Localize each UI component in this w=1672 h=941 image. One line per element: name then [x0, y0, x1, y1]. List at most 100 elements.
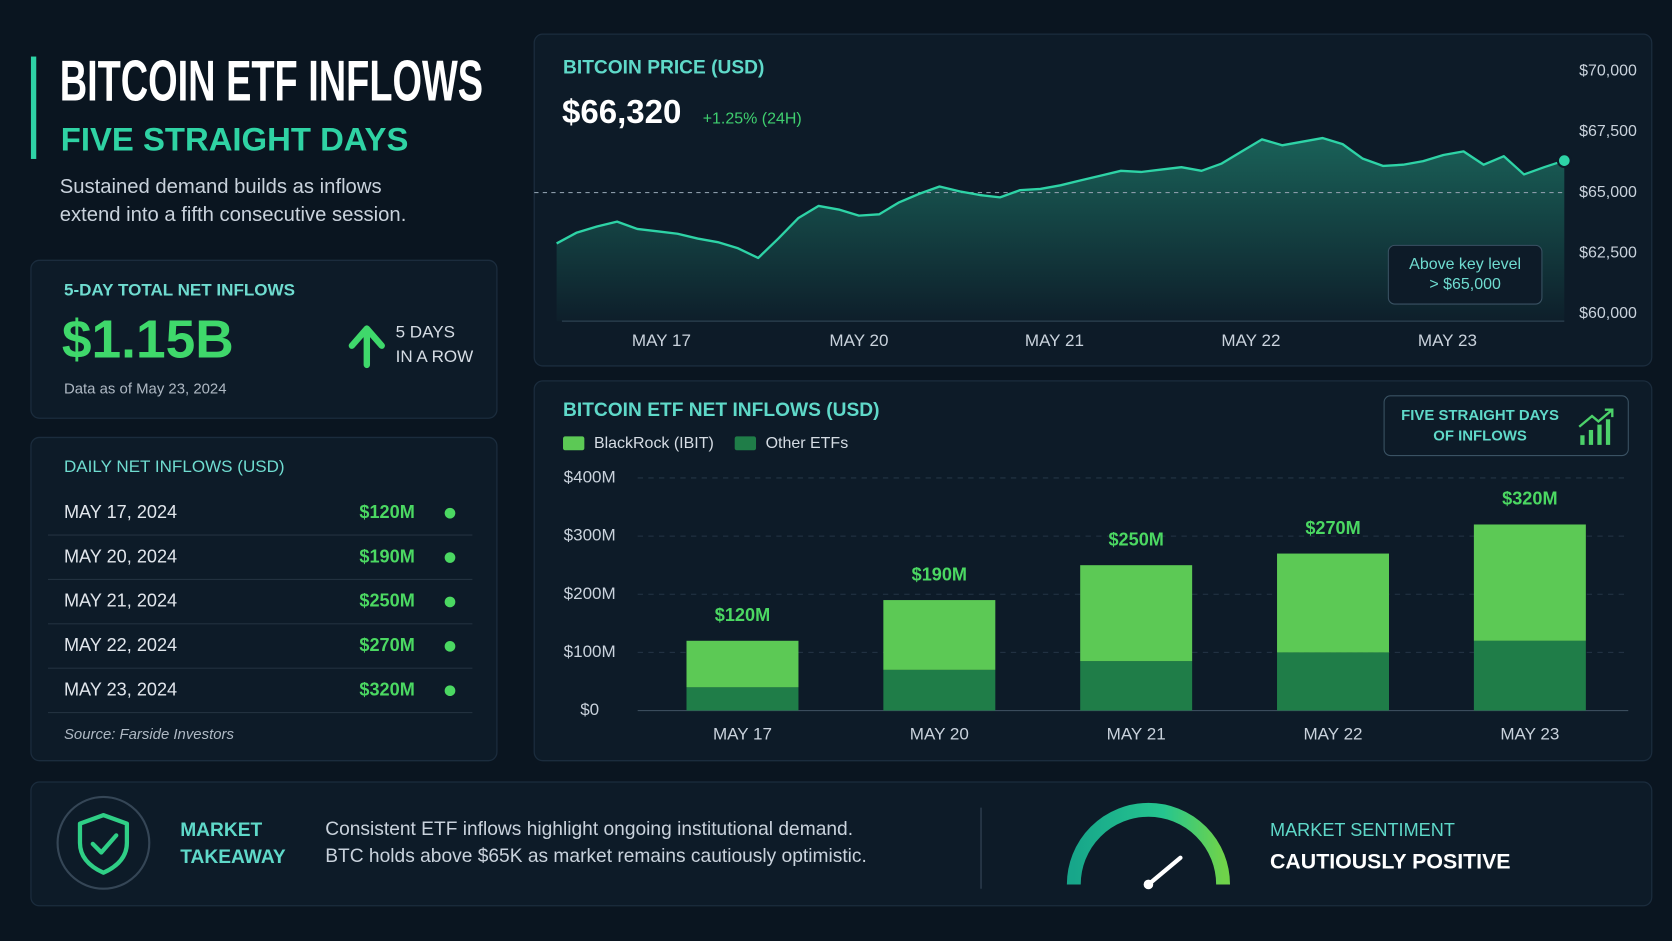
- as-of: Data as of May 23, 2024: [64, 380, 227, 397]
- streak: 5 DAYS: [396, 322, 455, 341]
- accent-bar: [30, 56, 37, 159]
- bar-segment: [1277, 553, 1390, 653]
- takeaway-text: BTC holds above $65K as market remains c…: [325, 846, 867, 867]
- row-date: MAY 23, 2024: [64, 679, 177, 699]
- x-tick-label: MAY 20: [910, 725, 969, 744]
- chart-title: BITCOIN ETF NET INFLOWS (USD): [563, 400, 879, 421]
- row-amount: $270M: [359, 635, 414, 655]
- description: extend into a fifth consecutive session.: [60, 204, 407, 226]
- row-date: MAY 21, 2024: [64, 591, 177, 611]
- sentiment-label: MARKET SENTIMENT: [1270, 820, 1455, 840]
- summary-label: 5-DAY TOTAL NET INFLOWS: [64, 281, 295, 300]
- streak: IN A ROW: [396, 347, 475, 366]
- description: Sustained demand builds as inflows: [60, 176, 382, 198]
- row-dot: [444, 507, 456, 519]
- y-tick-label: $200M: [564, 584, 616, 603]
- row-amount: $190M: [359, 546, 414, 566]
- bar-segment: [686, 687, 799, 711]
- bar-segment: [883, 600, 996, 670]
- bar-segment: [1080, 565, 1193, 662]
- row-date: MAY 17, 2024: [64, 502, 177, 522]
- row-amount: $320M: [359, 679, 414, 699]
- annotation-box: [1387, 244, 1543, 305]
- row-dot: [444, 685, 456, 697]
- gauge-hub: [1143, 879, 1154, 890]
- y-tick-label: $65,000: [1579, 184, 1637, 201]
- bar-segment: [1277, 652, 1390, 711]
- subtitle: FIVE STRAIGHT DAYS: [61, 121, 409, 157]
- row-date: MAY 20, 2024: [64, 546, 177, 566]
- icon-ring: [56, 795, 151, 890]
- y-tick-label: $100M: [564, 642, 616, 661]
- legend-label: BlackRock (IBIT): [594, 435, 714, 452]
- legend-swatch: [563, 436, 585, 451]
- price-change: +1.25% (24H): [703, 111, 802, 128]
- gauge-arc: [1066, 802, 1231, 885]
- total-label: $270M: [1305, 518, 1360, 538]
- x-tick-label: MAY 21: [1025, 331, 1084, 350]
- total-label: $120M: [715, 605, 770, 625]
- annotation: > $65,000: [1429, 276, 1501, 293]
- end-dot: [1556, 153, 1572, 169]
- summary-card: [30, 259, 498, 419]
- price: $66,320: [562, 94, 681, 131]
- y-tick-label: $60,000: [1579, 305, 1637, 322]
- x-tick-label: MAY 23: [1500, 725, 1559, 744]
- x-tick-label: MAY 21: [1107, 725, 1166, 744]
- y-tick-label: $400M: [564, 467, 616, 486]
- bar-segment: [1473, 640, 1586, 711]
- badge-text: FIVE STRAIGHT DAYS: [1401, 407, 1559, 424]
- bar-segment: [883, 669, 996, 711]
- takeaway-text: Consistent ETF inflows highlight ongoing…: [325, 819, 853, 840]
- chart-title: BITCOIN PRICE (USD): [563, 57, 764, 78]
- badge: [1383, 395, 1629, 457]
- summary-value: $1.15B: [62, 311, 234, 370]
- row-date: MAY 22, 2024: [64, 635, 177, 655]
- y-tick-label: $70,000: [1579, 63, 1637, 80]
- price-line: [556, 136, 1565, 260]
- badge-text: OF INFLOWS: [1433, 427, 1527, 444]
- y-tick-label: $62,500: [1579, 244, 1637, 261]
- daily-title: DAILY NET INFLOWS (USD): [64, 457, 285, 476]
- row-dot: [444, 596, 456, 608]
- annotation: Above key level: [1409, 256, 1521, 273]
- y-tick-label: $0: [580, 700, 599, 719]
- bar-segment: [1080, 661, 1193, 711]
- source: Source: Farside Investors: [64, 726, 235, 743]
- up-arrow: [348, 325, 385, 369]
- row-dot: [444, 552, 456, 563]
- total-label: $320M: [1502, 489, 1557, 509]
- x-tick-label: MAY 17: [713, 725, 772, 744]
- takeaway-label: TAKEAWAY: [180, 847, 286, 868]
- row-amount: $120M: [359, 502, 414, 522]
- total-label: $190M: [912, 564, 967, 584]
- y-tick-label: $300M: [564, 526, 616, 545]
- layout: BITCOIN ETF INFLOWS FIVE STRAIGHT DAYS S…: [30, 33, 1653, 907]
- area-shade: [556, 138, 1565, 322]
- x-tick-label: MAY 23: [1418, 331, 1477, 350]
- y-tick-label: $67,500: [1579, 123, 1637, 140]
- legend-swatch: [734, 436, 757, 451]
- takeaway-panel: [30, 781, 1653, 907]
- x-tick-label: MAY 20: [829, 331, 888, 350]
- legend-label: Other ETFs: [766, 435, 849, 452]
- daily-card: [30, 436, 498, 762]
- row-dot: [444, 640, 456, 652]
- takeaway-label: MARKET: [180, 820, 262, 841]
- daily-rows: MAY 17, 2024 $120M MAY 20, 2024 $190M MAY 21…: [47, 502, 473, 714]
- bar-chart: $0 $100M $200M $300M $400M BlackRock (IBIT) Ot…: [563, 435, 1629, 744]
- x-tick-label: MAY 22: [1303, 725, 1362, 744]
- badge-icon: [1578, 408, 1614, 445]
- shield-icon: [77, 812, 130, 875]
- bar-segment: [686, 640, 799, 688]
- check-icon: [90, 833, 119, 855]
- bar-segment: [1473, 524, 1586, 641]
- total-label: $250M: [1108, 529, 1163, 549]
- sentiment-value: CAUTIOUSLY POSITIVE: [1270, 850, 1511, 874]
- x-tick-label: MAY 17: [632, 331, 691, 350]
- gauge-needle: [1146, 855, 1183, 887]
- price-chart: $60,000 $62,500 $65,000 $67,500 $70,000 MAY 1…: [534, 63, 1637, 350]
- title: BITCOIN ETF INFLOWS: [60, 50, 483, 114]
